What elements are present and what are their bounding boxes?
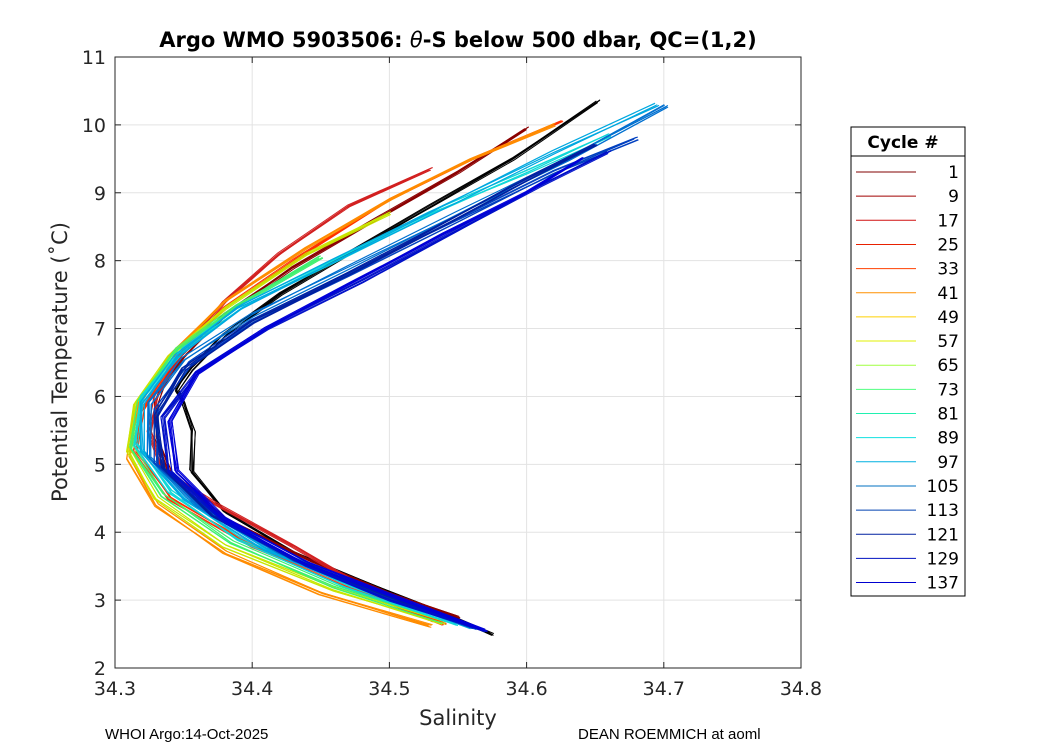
- series-line-137: [168, 159, 580, 633]
- series-line-89: [133, 134, 608, 624]
- y-tick-label: 8: [94, 251, 106, 273]
- y-tick-label: 3: [94, 590, 106, 612]
- series-line-121: [155, 144, 597, 630]
- series-line-137: [171, 157, 584, 632]
- x-tick-label: 34.7: [643, 678, 685, 700]
- x-tick-label: 34.4: [231, 678, 273, 700]
- legend-label: 25: [937, 235, 959, 255]
- x-tick-label: 34.6: [505, 678, 547, 700]
- legend-label: 81: [937, 405, 959, 425]
- series-line-121: [156, 143, 595, 632]
- series-line-113: [157, 136, 638, 628]
- y-tick-label: 9: [94, 183, 106, 205]
- series-line-129: [160, 152, 608, 628]
- series-line-137: [170, 159, 581, 632]
- series-line-97: [139, 105, 657, 629]
- series-line-129: [162, 150, 608, 631]
- series-line-137: [167, 158, 581, 630]
- series-line-89: [134, 133, 609, 627]
- legend-items: 1 9 17 25 33 41 49 57 65 73 81 89 97 105 113 121 129 137: [856, 163, 959, 594]
- series-line-89: [135, 133, 610, 626]
- legend-label: 73: [937, 380, 959, 400]
- series-line-121: [153, 146, 594, 632]
- legend-label: 57: [937, 332, 959, 352]
- legend-box: [850, 126, 966, 597]
- legend-label: 33: [937, 260, 959, 280]
- y-tick-label: 4: [94, 522, 106, 544]
- series-line-89: [134, 133, 609, 624]
- x-tick-label: 34.5: [368, 678, 410, 700]
- series-line-113: [155, 136, 637, 627]
- x-axis-label: Salinity: [419, 706, 497, 730]
- y-tick-label: 7: [94, 319, 106, 341]
- series-line-1: [174, 101, 597, 635]
- x-tick-label: 34.8: [780, 678, 822, 700]
- series-line-73: [130, 255, 447, 622]
- legend-label: 121: [927, 525, 959, 545]
- series-line-73: [133, 257, 443, 624]
- legend-label: 89: [937, 429, 959, 449]
- series-line-129: [160, 152, 609, 629]
- grid-lines: [114, 56, 802, 669]
- series-line-57: [126, 211, 447, 623]
- chart-title: Argo WMO 5903506: θ-S below 500 dbar, QC…: [159, 28, 756, 52]
- legend-label: 97: [937, 453, 959, 473]
- series-line-137: [168, 158, 583, 630]
- legend-label: 1: [948, 163, 959, 183]
- profile-series: [126, 99, 669, 637]
- axis-ticks: 34.3 34.4 34.5 34.6 34.7 34.8 2 3 4 5 6 7 8 9 10 11: [82, 47, 822, 700]
- y-tick-label: 11: [82, 47, 106, 69]
- legend-label: 9: [948, 187, 959, 207]
- legend-label: 105: [927, 477, 959, 497]
- legend-label: 41: [937, 284, 959, 304]
- y-tick-label: 2: [94, 658, 106, 680]
- series-line-113: [156, 139, 639, 628]
- footer-right: DEAN ROEMMICH at aoml: [578, 726, 761, 743]
- series-line-57: [129, 213, 443, 625]
- legend-label: 49: [937, 308, 959, 328]
- footer-left: WHOI Argo:14-Oct-2025: [105, 726, 269, 743]
- y-tick-label: 10: [82, 115, 106, 137]
- y-axis-label: Potential Temperature (˚C): [48, 222, 72, 502]
- legend-label: 113: [927, 501, 959, 521]
- series-line-73: [131, 255, 446, 621]
- series-line-73: [133, 258, 443, 624]
- legend-label: 65: [937, 356, 959, 376]
- series-line-129: [163, 151, 609, 631]
- axes-box: [114, 56, 802, 669]
- legend-title: Cycle #: [867, 133, 938, 153]
- legend: Cycle # 1 9 17 25 33 41 49 57 65 73 81 89 97 105 113 12…: [850, 126, 966, 597]
- legend-label: 129: [927, 549, 959, 569]
- x-tick-label: 34.3: [94, 678, 136, 700]
- series-line-9: [155, 129, 527, 617]
- legend-label: 17: [937, 211, 959, 231]
- y-tick-label: 5: [94, 454, 106, 476]
- series-line-113: [155, 139, 639, 627]
- legend-label: 137: [927, 574, 959, 594]
- series-line-97: [143, 104, 660, 627]
- series-line-137: [171, 156, 583, 631]
- series-line-105: [146, 104, 665, 631]
- y-tick-label: 6: [94, 386, 106, 408]
